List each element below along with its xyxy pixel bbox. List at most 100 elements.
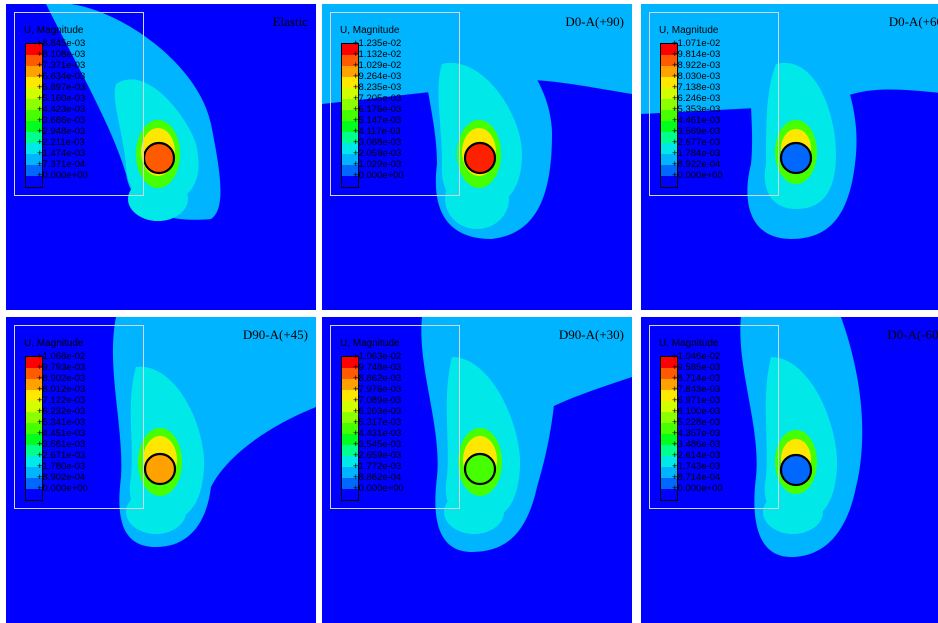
legend-value: +8.714e-03 bbox=[672, 373, 721, 384]
contour-legend: U, Magnitude +1.071e-02 +9.814e-03 +8.92… bbox=[649, 12, 779, 196]
legend-swatch bbox=[26, 368, 42, 379]
contour-panel-d90-a-plus45: D90-A(+45) U, Magnitude +1.068e-02 +9.79… bbox=[6, 317, 316, 623]
legend-value: +0.000e+00 bbox=[672, 170, 723, 181]
legend-value: +0.000e+00 bbox=[37, 170, 88, 181]
legend-value: +5.341e-03 bbox=[37, 417, 86, 428]
legend-swatch bbox=[26, 77, 42, 88]
legend-value: +7.843e-03 bbox=[672, 384, 721, 395]
contour-panel-d0-a-plus60: D0-A(+60 U, Magnitude +1.071e-02 +9.814e… bbox=[641, 4, 938, 310]
legend-value: +9.814e-03 bbox=[672, 49, 721, 60]
legend-swatch bbox=[342, 379, 358, 390]
legend-value: +3.561e-03 bbox=[37, 439, 86, 450]
legend-swatch bbox=[26, 165, 42, 176]
legend-swatch bbox=[26, 467, 42, 478]
legend-value: +4.117e-03 bbox=[353, 126, 401, 137]
legend-swatch bbox=[342, 154, 358, 165]
legend-value: +4.431e-03 bbox=[353, 428, 402, 439]
legend-value: +7.138e-03 bbox=[672, 82, 721, 93]
contour-legend: U, Magnitude +1.068e-02 +9.793e-03 +8.90… bbox=[14, 325, 144, 509]
legend-value: +6.176e-03 bbox=[353, 104, 402, 115]
legend-swatch bbox=[661, 99, 677, 110]
legend-value: +1.029e-02 bbox=[353, 60, 402, 71]
legend-swatch bbox=[26, 55, 42, 66]
field-band-outer-right bbox=[552, 317, 632, 407]
legend-swatch bbox=[342, 132, 358, 143]
legend-value: +8.012e-03 bbox=[37, 384, 86, 395]
legend-value: +6.634e-03 bbox=[37, 71, 86, 82]
legend-value: +8.108e-03 bbox=[37, 49, 86, 60]
contour-panel-d0-a-minus60: D0-A(-60) U, Magnitude +1.046e-02 +9.585… bbox=[641, 317, 938, 623]
legend-swatch bbox=[342, 176, 358, 187]
legend-swatch bbox=[661, 489, 677, 500]
legend-title: U, Magnitude bbox=[340, 338, 400, 349]
legend-swatch bbox=[661, 66, 677, 77]
hole-boundary bbox=[463, 452, 497, 486]
legend-value: +1.772e-03 bbox=[353, 461, 402, 472]
legend-value: +1.046e-02 bbox=[672, 351, 721, 362]
legend-swatch bbox=[661, 55, 677, 66]
legend-value: +8.235e-03 bbox=[353, 82, 402, 93]
contour-legend: U, Magnitude +1.235e-02 +1.132e-02 +1.02… bbox=[330, 12, 460, 196]
legend-swatch bbox=[342, 77, 358, 88]
legend-value: +4.357e-03 bbox=[672, 428, 721, 439]
legend-swatch bbox=[342, 121, 358, 132]
legend-value: +2.211e-03 bbox=[37, 137, 85, 148]
panel-title: Elastic bbox=[272, 14, 308, 29]
panel-title: D0-A(+90) bbox=[565, 14, 624, 29]
legend-value: +9.793e-03 bbox=[37, 362, 86, 373]
legend-swatch bbox=[342, 44, 358, 55]
legend-swatch bbox=[661, 456, 677, 467]
legend-value: +8.922e-04 bbox=[672, 159, 721, 170]
hole-boundary bbox=[779, 453, 813, 487]
legend-swatch bbox=[26, 390, 42, 401]
legend-value: +7.371e-03 bbox=[37, 60, 86, 71]
legend-swatch bbox=[661, 423, 677, 434]
legend-value: +3.569e-03 bbox=[672, 126, 721, 137]
legend-swatch bbox=[26, 478, 42, 489]
legend-value: +6.246e-03 bbox=[672, 93, 721, 104]
legend-value: +9.748e-03 bbox=[353, 362, 402, 373]
legend-title: U, Magnitude bbox=[659, 338, 719, 349]
legend-value: +7.205e-03 bbox=[353, 93, 402, 104]
legend-swatch bbox=[26, 44, 42, 55]
legend-swatch bbox=[26, 154, 42, 165]
legend-value: +8.845e-03 bbox=[37, 38, 86, 49]
contour-legend: U, Magnitude +1.063e-02 +9.748e-03 +8.86… bbox=[330, 325, 460, 509]
legend-swatch bbox=[342, 390, 358, 401]
legend-swatch bbox=[26, 121, 42, 132]
legend-swatch bbox=[342, 401, 358, 412]
legend-swatch bbox=[661, 44, 677, 55]
legend-value: +0.000e+00 bbox=[353, 170, 404, 181]
legend-swatch bbox=[26, 401, 42, 412]
legend-value: +5.353e-03 bbox=[672, 104, 721, 115]
legend-swatch bbox=[342, 467, 358, 478]
legend-value: +0.000e+00 bbox=[353, 483, 404, 494]
legend-colorbar bbox=[660, 356, 678, 501]
legend-value: +8.030e-03 bbox=[672, 71, 721, 82]
legend-value: +8.902e-03 bbox=[37, 373, 86, 384]
legend-swatch bbox=[342, 99, 358, 110]
legend-swatch bbox=[661, 132, 677, 143]
legend-swatch bbox=[26, 176, 42, 187]
legend-swatch bbox=[661, 401, 677, 412]
legend-value: +1.743e-03 bbox=[672, 461, 721, 472]
legend-colorbar bbox=[341, 43, 359, 188]
legend-value: +8.902e-04 bbox=[37, 472, 86, 483]
legend-value: +1.071e-02 bbox=[672, 38, 721, 49]
legend-swatch bbox=[26, 66, 42, 77]
legend-swatch bbox=[661, 121, 677, 132]
legend-value: +3.545e-03 bbox=[353, 439, 402, 450]
legend-value: +3.686e-03 bbox=[37, 115, 86, 126]
legend-swatch bbox=[342, 412, 358, 423]
legend-swatch bbox=[26, 143, 42, 154]
legend-value: +8.922e-03 bbox=[672, 60, 721, 71]
displacement-field bbox=[46, 4, 221, 221]
contour-panel-d90-a-plus30: D90-A(+30) U, Magnitude +1.063e-02 +9.74… bbox=[322, 317, 632, 623]
legend-swatch bbox=[26, 445, 42, 456]
legend-value: +3.486e-03 bbox=[672, 439, 721, 450]
legend-value: +6.232e-03 bbox=[37, 406, 86, 417]
legend-value: +6.203e-03 bbox=[353, 406, 402, 417]
displacement-field bbox=[641, 4, 938, 239]
legend-title: U, Magnitude bbox=[24, 25, 84, 36]
legend-value: +2.671e-03 bbox=[37, 450, 86, 461]
